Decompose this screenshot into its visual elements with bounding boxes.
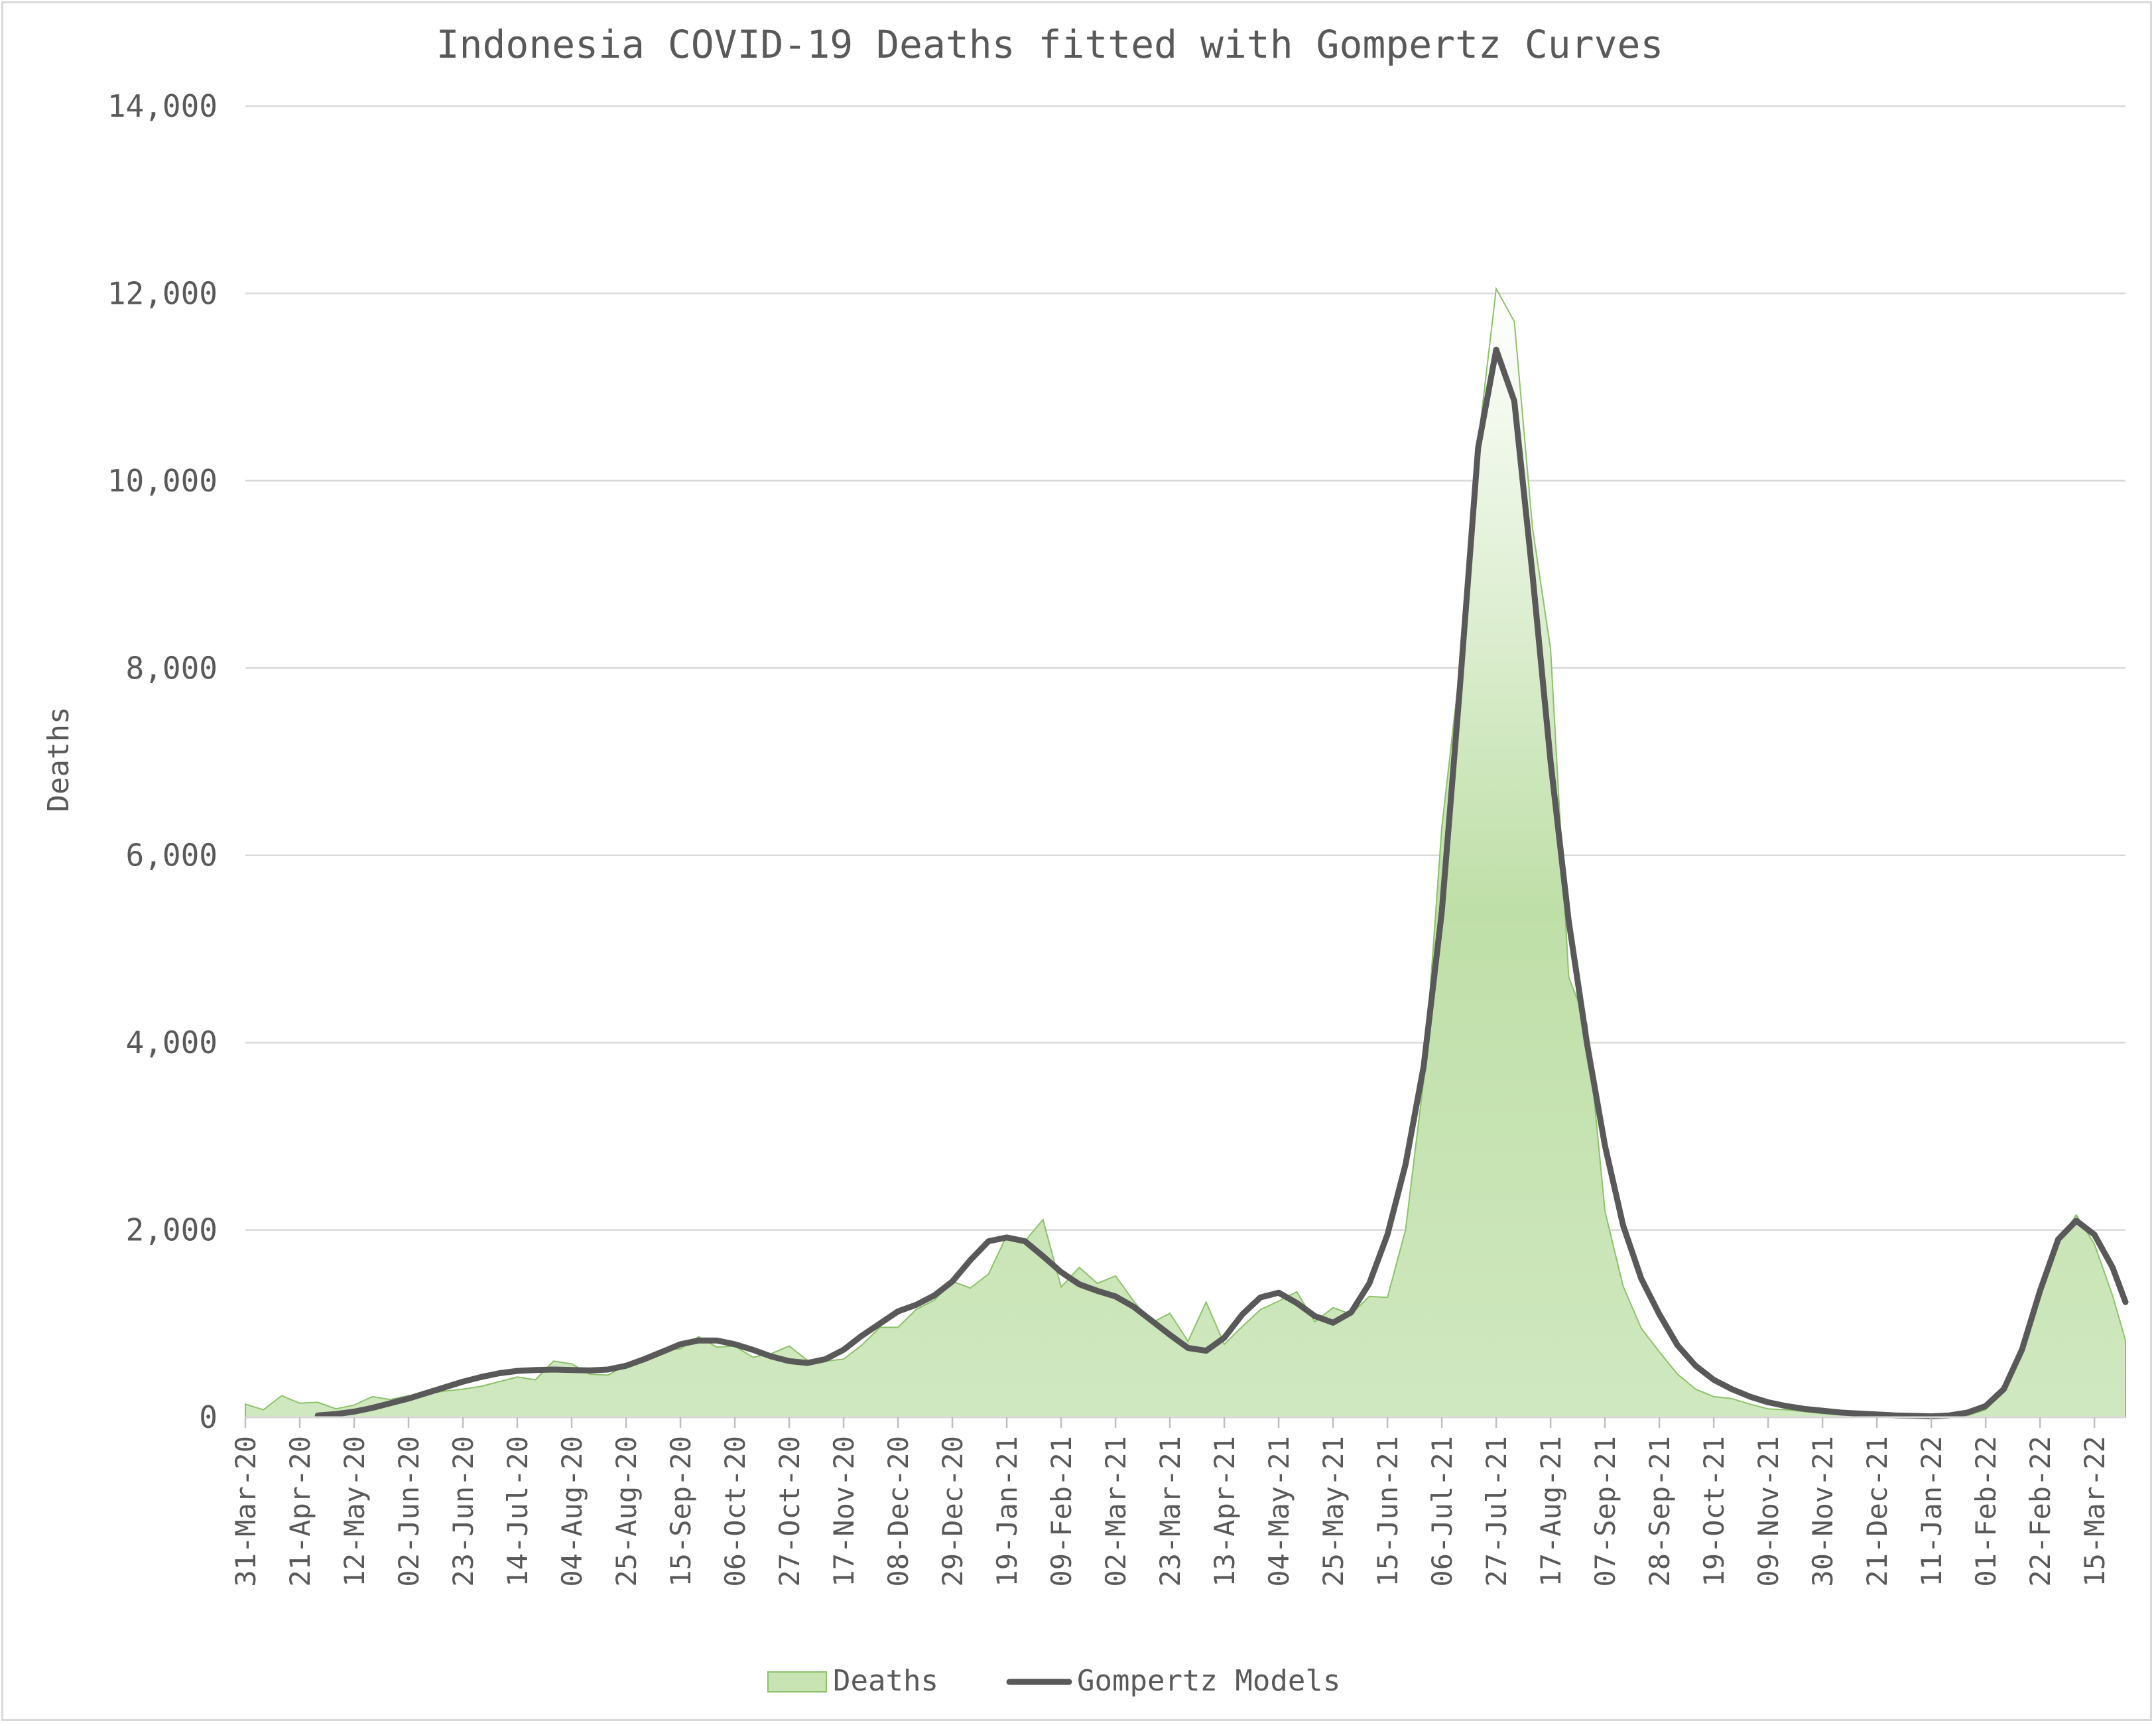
x-tick-label: 09-Feb-21 [1045, 1436, 1078, 1587]
x-tick-label: 08-Dec-20 [882, 1436, 915, 1587]
x-tick-label: 06-Oct-20 [719, 1436, 751, 1587]
x-tick-label: 14-Jul-20 [501, 1436, 534, 1587]
x-tick-label: 04-Aug-20 [556, 1436, 588, 1587]
x-tick-label: 01-Feb-22 [1970, 1436, 2002, 1587]
x-tick-label: 21-Dec-21 [1861, 1436, 1893, 1587]
legend-swatch-deaths [767, 1671, 827, 1693]
x-tick-label: 07-Sep-21 [1589, 1436, 1621, 1587]
x-tick-label: 17-Nov-20 [828, 1436, 860, 1587]
x-tick-label: 12-May-20 [338, 1436, 371, 1587]
x-tick-label: 29-Dec-20 [936, 1436, 969, 1587]
y-axis-title: Deaths [42, 707, 76, 812]
y-tick-label: 2,000 [126, 1212, 218, 1248]
x-tick-label: 25-Aug-20 [610, 1436, 643, 1587]
x-tick-label: 22-Feb-22 [2024, 1436, 2057, 1587]
x-tick-label: 09-Nov-21 [1752, 1436, 1785, 1587]
x-tick-label: 04-May-21 [1263, 1436, 1295, 1587]
gridlines [245, 105, 2125, 1231]
legend-label-gompertz: Gompertz Models [1077, 1664, 1340, 1698]
gompertz-model-line [314, 346, 2129, 1420]
x-tick-label: 30-Nov-21 [1807, 1436, 1839, 1587]
x-tick-label: 02-Mar-21 [1100, 1436, 1132, 1587]
x-tick-label: 15-Jun-21 [1371, 1436, 1404, 1587]
x-tick-label: 27-Oct-20 [773, 1436, 806, 1587]
y-tick-label: 14,000 [107, 88, 218, 124]
x-axis-ticks: 31-Mar-20 21-Apr-20 12-May-20 02-Jun-20 23-J… [229, 1417, 2111, 1587]
y-tick-label: 10,000 [107, 463, 218, 499]
deaths-area-layer [245, 287, 2126, 1418]
x-tick-label: 19-Oct-21 [1698, 1436, 1730, 1587]
x-tick-label: 27-Jul-21 [1480, 1436, 1513, 1587]
deaths-area [245, 287, 2126, 1418]
x-tick-label: 06-Jul-21 [1426, 1436, 1458, 1587]
x-tick-label: 15-Sep-20 [665, 1436, 697, 1587]
x-tick-label: 11-Jan-22 [1915, 1436, 1948, 1587]
x-tick-label: 23-Mar-21 [1154, 1436, 1186, 1587]
gompertz-line-layer [314, 346, 2129, 1420]
y-tick-label: 4,000 [126, 1025, 218, 1060]
x-tick-label: 31-Mar-20 [229, 1436, 262, 1587]
x-tick-label: 25-May-21 [1317, 1436, 1350, 1587]
chart-title: Indonesia COVID-19 Deaths fitted with Go… [436, 22, 1664, 67]
y-tick-label: 6,000 [126, 838, 218, 873]
x-tick-label: 17-Aug-21 [1535, 1436, 1567, 1587]
y-tick-label: 0 [199, 1399, 218, 1435]
x-tick-label: 21-Apr-20 [284, 1436, 316, 1587]
x-tick-label: 28-Sep-21 [1643, 1436, 1676, 1587]
x-tick-label: 02-Jun-20 [393, 1436, 425, 1587]
x-tick-label: 15-Mar-22 [2078, 1436, 2111, 1587]
y-tick-label: 12,000 [107, 275, 218, 311]
x-tick-label: 19-Jan-21 [991, 1436, 1023, 1587]
chart-canvas: Indonesia COVID-19 Deaths fitted with Go… [42, 22, 2129, 1698]
x-tick-label: 13-Apr-21 [1208, 1436, 1241, 1587]
y-tick-label: 8,000 [126, 650, 218, 686]
x-tick-label: 23-Jun-20 [447, 1436, 479, 1587]
y-axis-ticks: 0 2,000 4,000 6,000 8,000 10,000 12,000 14,000 [107, 88, 218, 1435]
legend: Deaths Gompertz Models [767, 1664, 1340, 1698]
legend-label-deaths: Deaths [833, 1664, 938, 1698]
